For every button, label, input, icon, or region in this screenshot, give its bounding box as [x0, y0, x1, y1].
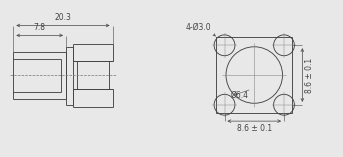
Text: 7.8: 7.8 [34, 23, 46, 32]
Text: 8.6 ± 0.1: 8.6 ± 0.1 [305, 57, 314, 93]
Text: 4-Ø3.0: 4-Ø3.0 [185, 23, 211, 32]
Bar [216, 37, 293, 113]
Text: 20.3: 20.3 [55, 14, 71, 22]
Text: 8.6 ± 0.1: 8.6 ± 0.1 [237, 124, 272, 133]
Text: Ø6.4: Ø6.4 [230, 91, 248, 100]
